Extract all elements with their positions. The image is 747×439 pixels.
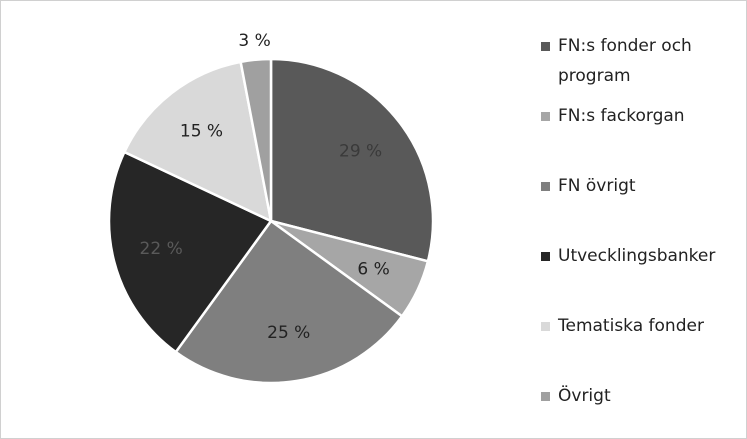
legend-label: Övrigt: [558, 386, 611, 406]
legend-label: FN övrigt: [558, 176, 636, 196]
legend-swatch: [541, 252, 550, 261]
data-label: 15 %: [180, 121, 223, 141]
legend-item: Tematiska fonder: [541, 311, 741, 341]
data-label: 29 %: [339, 141, 382, 161]
legend-swatch: [541, 322, 550, 331]
legend-label: FN:s fonder och program: [558, 36, 692, 86]
data-label: 6 %: [357, 259, 389, 279]
legend-swatch: [541, 112, 550, 121]
pie-slice: [174, 219, 404, 385]
data-label: 3 %: [238, 31, 270, 51]
legend-item: FN:s fackorgan: [541, 101, 741, 131]
pie-slice: [122, 60, 273, 224]
legend-label: Utvecklingsbanker: [558, 246, 716, 266]
data-label: 25 %: [267, 323, 310, 343]
legend-swatch: [541, 42, 550, 51]
legend-item: Utvecklingsbanker: [541, 241, 741, 271]
legend-item: FN övrigt: [541, 171, 741, 201]
pie-slice: [239, 57, 273, 222]
legend-swatch: [541, 182, 550, 191]
legend-label: Tematiska fonder: [558, 316, 704, 336]
legend-swatch: [541, 392, 550, 401]
legend-item: FN:s fonder och program: [541, 31, 741, 91]
legend-label: FN:s fackorgan: [558, 106, 685, 126]
pie-slice: [269, 57, 435, 263]
legend: FN:s fonder och program FN:s fackorgan FN …: [541, 31, 741, 438]
legend-item: Övrigt: [541, 381, 741, 411]
data-label: 22 %: [140, 239, 183, 259]
